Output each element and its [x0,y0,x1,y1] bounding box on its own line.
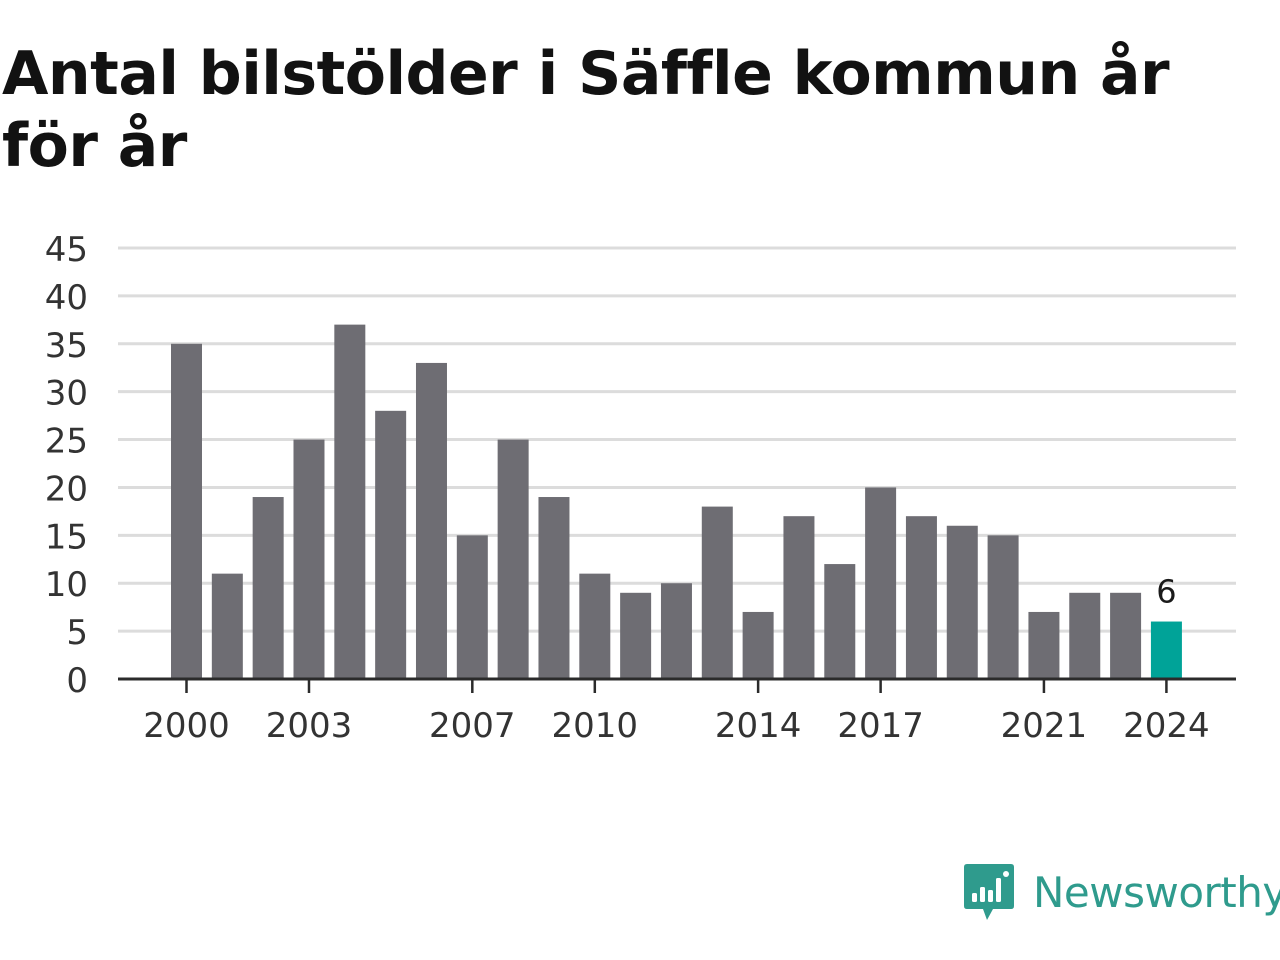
data-labels: 6 [1156,573,1176,611]
gridlines [118,246,1236,633]
y-tick-label: 45 [45,230,88,270]
y-tick-label: 10 [45,565,88,605]
x-tick-label: 2007 [429,706,516,746]
x-tick-label: 2000 [143,706,230,746]
bar [620,592,652,679]
chart-title: Antal bilstölder i Säffle kommun år för … [2,39,1170,181]
bar [456,535,488,679]
bar [865,487,897,679]
bar [946,525,978,679]
y-tick-label: 20 [45,469,88,509]
bar [334,324,366,679]
bar [660,583,692,679]
newsworthy-logo: Newsworthy [963,862,1280,922]
y-tick-label: 40 [45,278,88,318]
y-tick-label: 5 [66,613,88,653]
y-tick-label: 0 [66,661,88,701]
x-tick-label: 2010 [552,706,639,746]
newsworthy-chart-bubble-icon [964,864,1014,920]
logo-text: Newsworthy [1033,867,1280,917]
y-axis-ticks: 0 5 10 15 20 25 30 35 40 45 [45,230,88,701]
y-tick-label: 30 [45,374,88,414]
bar [701,506,733,679]
bar [783,516,815,679]
bars [171,324,1182,679]
x-tick-label: 2021 [1001,706,1088,746]
bar [538,497,570,679]
bar [415,362,447,679]
y-tick-label: 35 [45,326,88,366]
y-tick-label: 15 [45,517,88,557]
bar [1028,611,1060,679]
bar [987,535,1019,679]
bar [375,410,407,679]
bar [252,497,284,679]
x-axis: 2000 2003 2007 2010 2014 2017 2021 2024 [118,677,1236,746]
bar [824,564,856,679]
x-tick-label: 2014 [715,706,802,746]
x-tick-label: 2017 [837,706,924,746]
x-tick-label: 2003 [266,706,353,746]
bar [742,611,774,679]
bar [579,573,611,679]
bar [1150,621,1182,679]
bar [293,439,325,679]
x-tick-label: 2024 [1123,706,1210,746]
bar [1110,592,1142,679]
bar [905,516,937,679]
y-tick-label: 25 [45,422,88,462]
bar [171,343,202,679]
data-label: 6 [1156,573,1176,611]
bar [211,573,243,679]
bar [497,439,529,679]
bar [1069,592,1101,679]
